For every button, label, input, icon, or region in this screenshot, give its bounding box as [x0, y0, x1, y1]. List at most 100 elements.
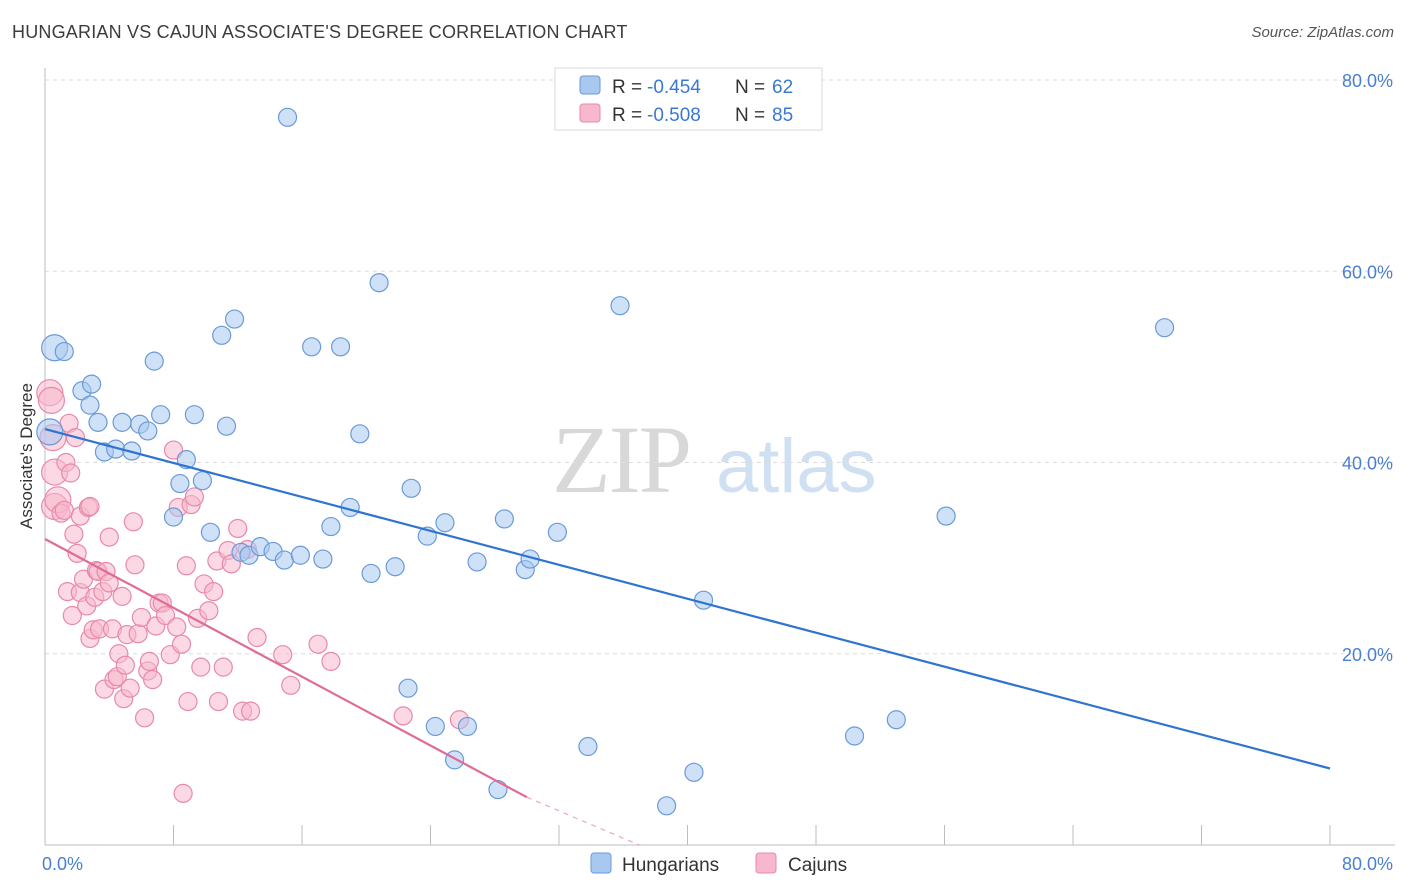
hungarians-point	[274, 550, 294, 570]
tick-labels: 20.0% 40.0% 60.0% 80.0% 0.0% 80.0%	[42, 71, 1393, 874]
hungarians-point	[112, 412, 132, 432]
watermark-atlas: atlas	[716, 424, 877, 509]
hungarians-point	[844, 726, 865, 746]
bottom-legend-cajuns: Cajuns	[788, 855, 847, 876]
cajuns-point	[208, 691, 229, 712]
hungarians-point	[578, 736, 598, 757]
cajuns-point	[37, 386, 66, 414]
legend-n-label-2: N =	[735, 105, 765, 126]
x-tick-label-min: 0.0%	[42, 854, 83, 874]
hungarians-point	[425, 716, 445, 737]
cajuns-point	[62, 605, 82, 626]
hungarians-point	[547, 522, 567, 542]
legend-r-label-2: R =	[612, 105, 642, 126]
hungarians-point	[350, 424, 370, 444]
cajuns-point	[171, 634, 192, 654]
y-tick-label-60: 60.0%	[1342, 262, 1393, 282]
hungarians-point	[216, 416, 237, 436]
legend-r-value-2: -0.508	[647, 105, 701, 126]
series-legend: Hungarians Cajuns	[590, 852, 847, 876]
cajuns-point	[134, 708, 155, 728]
cajuns-point	[273, 645, 293, 665]
trend-lines	[44, 427, 1331, 846]
hungarians-point	[36, 418, 64, 446]
cajuns-point	[64, 524, 84, 544]
legend-r-label-1: R =	[612, 77, 642, 98]
cajuns-point	[247, 627, 267, 648]
y-tick-label-40: 40.0%	[1342, 454, 1393, 474]
cajuns-point	[176, 556, 196, 576]
hungarians-points	[36, 107, 1175, 816]
hungarians-point	[684, 762, 704, 782]
hungarians-point	[54, 341, 74, 362]
hungarians-point	[435, 513, 455, 533]
cajuns-point	[393, 706, 413, 726]
cajuns-point	[184, 487, 204, 507]
hungarians-point	[657, 796, 677, 816]
cajuns-point	[112, 586, 132, 606]
cajuns-point	[139, 651, 160, 672]
legend-swatch-cajuns	[579, 103, 601, 123]
hungarians-point	[494, 509, 514, 529]
cajuns-point	[191, 657, 211, 677]
hungarians-point	[369, 273, 389, 293]
hungarians-point	[224, 309, 245, 329]
hungarians-point	[313, 549, 333, 569]
source-label: Source: ZipAtlas.com	[1251, 24, 1394, 41]
hungarians-point	[457, 716, 478, 737]
hungarians-point	[467, 552, 487, 572]
y-axis-label: Associate's Degree	[17, 383, 36, 529]
cajuns-point	[80, 496, 100, 517]
hungarians-point	[488, 779, 508, 800]
hungarians-point	[151, 405, 171, 425]
hungarians-point	[144, 351, 164, 371]
cajuns-point	[99, 527, 119, 547]
cajuns-trend-line	[44, 538, 528, 799]
bottom-legend-hungarians: Hungarians	[622, 855, 719, 876]
hungarians-point	[401, 478, 421, 498]
hungarians-point	[80, 395, 100, 415]
cajuns-point	[128, 624, 148, 644]
hungarians-point	[321, 516, 341, 537]
hungarians-point	[290, 545, 310, 565]
hungarians-point	[163, 507, 184, 527]
hungarians-point	[302, 337, 322, 357]
x-tick-label-max: 80.0%	[1342, 854, 1393, 874]
cajuns-point	[120, 678, 140, 698]
legend-swatch-hungarians	[579, 75, 601, 95]
cajuns-point	[115, 655, 135, 675]
hungarians-point	[693, 590, 714, 610]
cajuns-point	[199, 601, 219, 621]
hungarians-point	[170, 473, 190, 494]
hungarians-point	[610, 296, 630, 316]
hungarians-point	[330, 337, 351, 357]
bottom-legend-swatch-hungarians	[590, 852, 612, 874]
axes	[44, 68, 1395, 846]
hungarians-point	[192, 471, 213, 491]
watermark-zip: ZIP	[552, 406, 690, 513]
cajuns-point	[228, 518, 248, 539]
hungarians-point	[886, 710, 906, 730]
hungarians-point	[277, 107, 298, 127]
cajuns-point	[178, 691, 198, 712]
hungarians-point	[138, 421, 158, 441]
hungarians-point	[398, 678, 418, 698]
hungarians-point	[81, 374, 102, 394]
hungarians-point	[184, 405, 204, 425]
hungarians-point	[444, 750, 465, 770]
hungarians-point	[200, 522, 221, 542]
cajuns-point	[281, 675, 301, 695]
legend-n-value-1: 62	[772, 77, 793, 98]
cajuns-point	[131, 607, 151, 628]
cajuns-point	[143, 669, 163, 690]
chart-title: HUNGARIAN VS CAJUN ASSOCIATE'S DEGREE CO…	[12, 22, 628, 42]
y-tick-label-20: 20.0%	[1342, 645, 1393, 665]
hungarians-point	[212, 325, 232, 345]
hungarians-trend-line	[44, 427, 1331, 770]
legend-n-value-2: 85	[772, 105, 793, 126]
cajuns-points	[36, 379, 470, 803]
cajuns-trend-extension	[526, 796, 640, 846]
hungarians-point	[1154, 318, 1175, 338]
cajuns-point	[204, 581, 224, 602]
